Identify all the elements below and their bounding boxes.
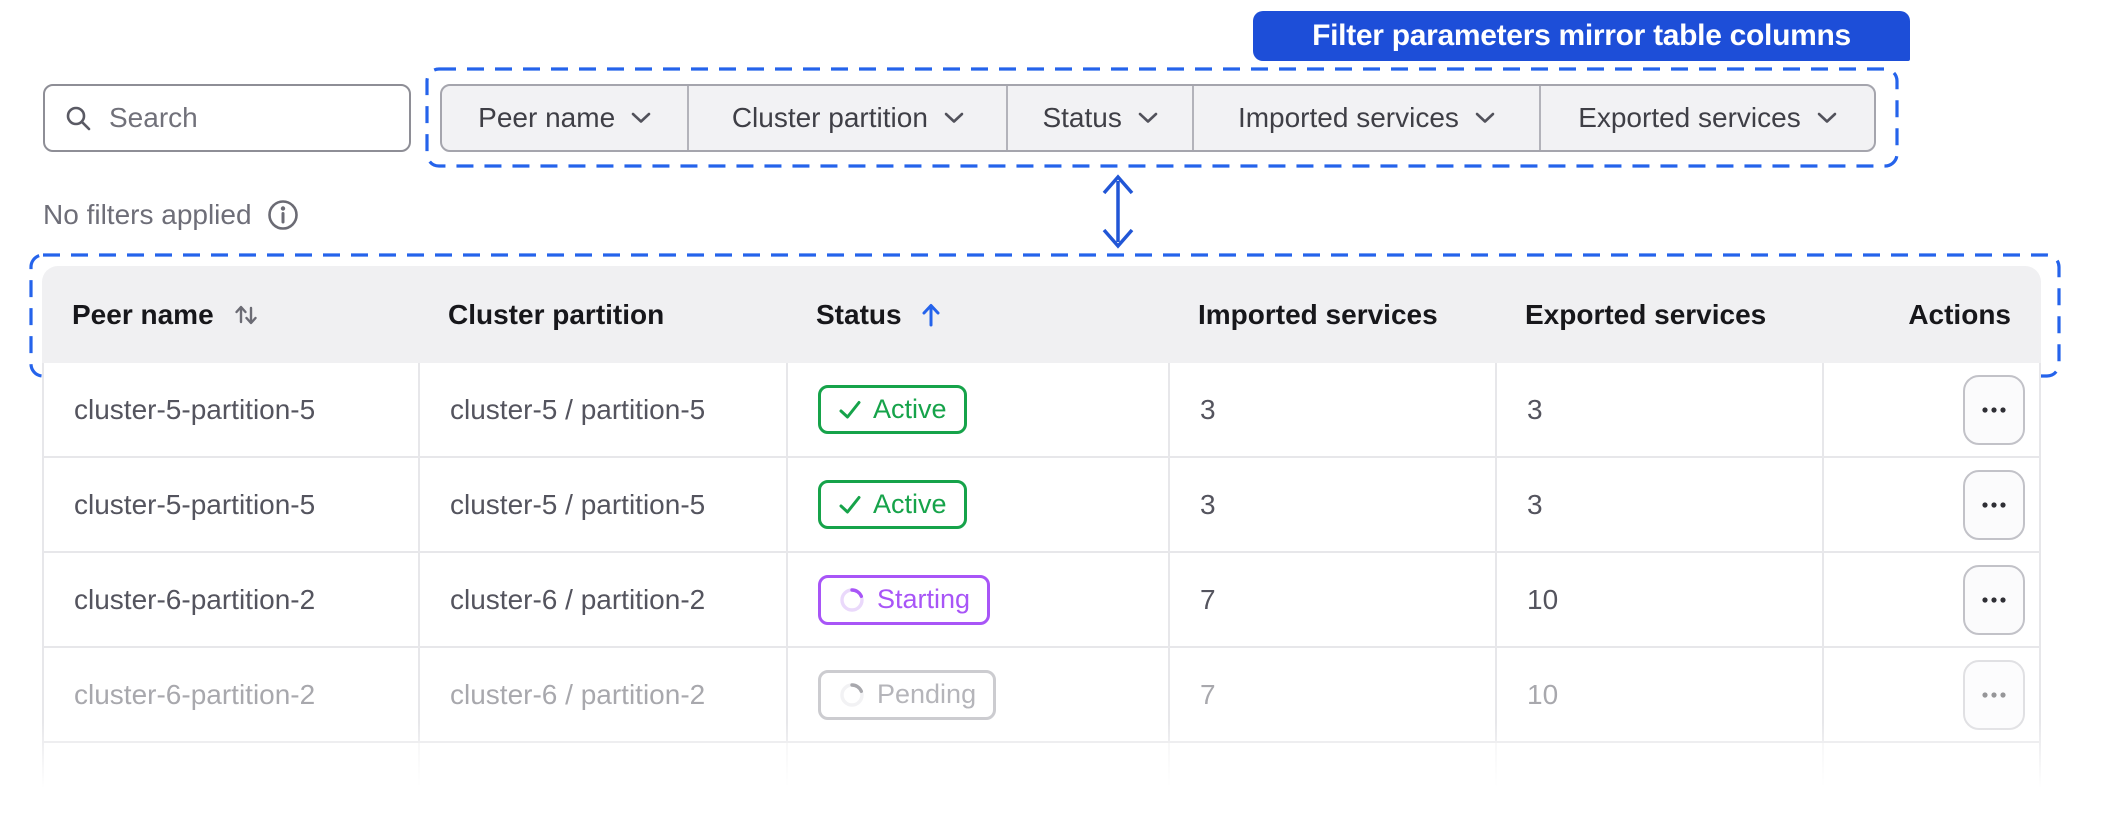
mirror-arrow — [1102, 174, 1134, 249]
search-icon — [63, 103, 93, 133]
status-badge: Pending — [818, 669, 997, 720]
cell-imported-services — [1168, 743, 1495, 791]
cell-peer-name: cluster-6-partition-2 — [74, 583, 316, 615]
cell-imported-services: 3 — [1168, 363, 1495, 456]
filter-dropdown-label: Exported services — [1578, 102, 1801, 133]
filter-dropdown[interactable]: Status — [1006, 86, 1191, 150]
column-header-label: Imported services — [1198, 298, 1438, 330]
table-row: cluster-6-partition-2 cluster-6 / partit… — [44, 648, 2039, 743]
status-label: Active — [873, 489, 947, 519]
filter-dropdown[interactable]: Peer name — [442, 86, 687, 150]
status-badge: Starting — [818, 574, 991, 625]
cell-exported-services: 10 — [1495, 648, 1822, 741]
sort-both-icon[interactable] — [232, 301, 260, 329]
cell-status: Pending — [786, 648, 1168, 741]
peers-table: Peer name Cluster partition — [42, 266, 2041, 791]
search-box[interactable] — [43, 84, 411, 152]
cell-status: Active — [786, 458, 1168, 551]
cell-imported-services: 7 — [1168, 553, 1495, 646]
row-actions-button[interactable] — [1963, 374, 2025, 445]
cell-exported-services: 3 — [1495, 458, 1822, 551]
cell-actions — [1822, 553, 2039, 646]
filter-dropdown-label: Imported services — [1237, 102, 1459, 133]
filter-status-text: No filters applied — [43, 199, 252, 230]
ellipsis-icon — [1981, 596, 2007, 604]
filter-dropdown[interactable]: Exported services — [1538, 86, 1874, 150]
column-header-label: Actions — [1908, 298, 2011, 330]
filter-dropdown-label: Status — [1042, 102, 1122, 133]
table-row: cluster-6-partition-2 cluster-6 / partit… — [44, 553, 2039, 648]
status-label: Starting — [877, 584, 971, 614]
check-icon — [838, 398, 862, 422]
chevron-down-icon — [1817, 112, 1837, 124]
column-header-label: Exported services — [1525, 298, 1767, 330]
status-badge: Active — [818, 385, 967, 434]
column-header[interactable]: Exported services — [1495, 266, 1822, 363]
column-header[interactable]: Cluster partition — [418, 266, 786, 363]
cell-exported-services: 3 — [1495, 363, 1822, 456]
status-badge: Active — [818, 480, 967, 529]
cell-actions — [1822, 363, 2039, 456]
row-actions-button[interactable] — [1963, 659, 2025, 730]
cell-exported-services: 10 — [1495, 553, 1822, 646]
annotation-banner: Filter parameters mirror table columns — [1253, 11, 1910, 61]
filter-dropdown-label: Cluster partition — [731, 102, 928, 133]
table-row: cluster-5-partition-5 cluster-5 / partit… — [44, 363, 2039, 458]
column-header-label: Status — [816, 298, 902, 330]
status-label: Active — [873, 394, 947, 424]
cell-status — [786, 743, 1168, 791]
column-header-label: Peer name — [72, 298, 214, 330]
cell-cluster-partition: cluster-6 / partition-2 — [418, 553, 786, 646]
ellipsis-icon — [1981, 406, 2007, 414]
chevron-down-icon — [944, 112, 964, 124]
info-icon[interactable] — [266, 198, 300, 232]
spinner-icon — [838, 586, 866, 614]
table-row — [44, 743, 2039, 791]
row-actions-button[interactable] — [1963, 564, 2025, 635]
spinner-icon — [838, 681, 866, 709]
cell-peer-name — [44, 743, 418, 791]
cell-peer-name: cluster-5-partition-5 — [74, 393, 316, 425]
table-header-row: Peer name Cluster partition — [42, 266, 2041, 363]
status-label: Pending — [877, 679, 977, 709]
cell-cluster-partition — [418, 743, 786, 791]
filter-group: Peer name Cluster partition Status Impor… — [440, 84, 1876, 152]
column-header[interactable]: Peer name — [42, 266, 418, 363]
cell-imported-services: 3 — [1168, 458, 1495, 551]
cell-actions — [1822, 648, 2039, 741]
chevron-down-icon — [1475, 112, 1495, 124]
ellipsis-icon — [1981, 691, 2007, 699]
cell-peer-name: cluster-6-partition-2 — [74, 678, 316, 710]
column-header[interactable]: Status — [786, 266, 1168, 363]
filter-dropdown[interactable]: Imported services — [1191, 86, 1539, 150]
table-row: cluster-5-partition-5 cluster-5 / partit… — [44, 458, 2039, 553]
search-input[interactable] — [109, 102, 391, 134]
column-header[interactable]: Imported services — [1168, 266, 1495, 363]
cell-status: Active — [786, 363, 1168, 456]
filter-dropdown[interactable]: Cluster partition — [687, 86, 1006, 150]
cell-actions — [1822, 458, 2039, 551]
cell-cluster-partition: cluster-5 / partition-5 — [418, 458, 786, 551]
cell-imported-services: 7 — [1168, 648, 1495, 741]
check-icon — [838, 493, 862, 517]
chevron-down-icon — [631, 112, 651, 124]
chevron-down-icon — [1138, 112, 1158, 124]
cell-actions — [1822, 743, 2039, 791]
column-header-label: Cluster partition — [448, 298, 665, 330]
cell-status: Starting — [786, 553, 1168, 646]
cell-peer-name: cluster-5-partition-5 — [74, 488, 316, 520]
filter-status: No filters applied — [43, 196, 300, 234]
cell-exported-services — [1495, 743, 1822, 791]
row-actions-button[interactable] — [1963, 469, 2025, 540]
cell-cluster-partition: cluster-6 / partition-2 — [418, 648, 786, 741]
ellipsis-icon — [1981, 501, 2007, 509]
sort-ascending-icon[interactable] — [920, 301, 942, 329]
cell-cluster-partition: cluster-5 / partition-5 — [418, 363, 786, 456]
table-body: cluster-5-partition-5 cluster-5 / partit… — [42, 363, 2041, 791]
filter-dropdown-label: Peer name — [478, 102, 616, 133]
column-header: Actions — [1822, 266, 2041, 363]
